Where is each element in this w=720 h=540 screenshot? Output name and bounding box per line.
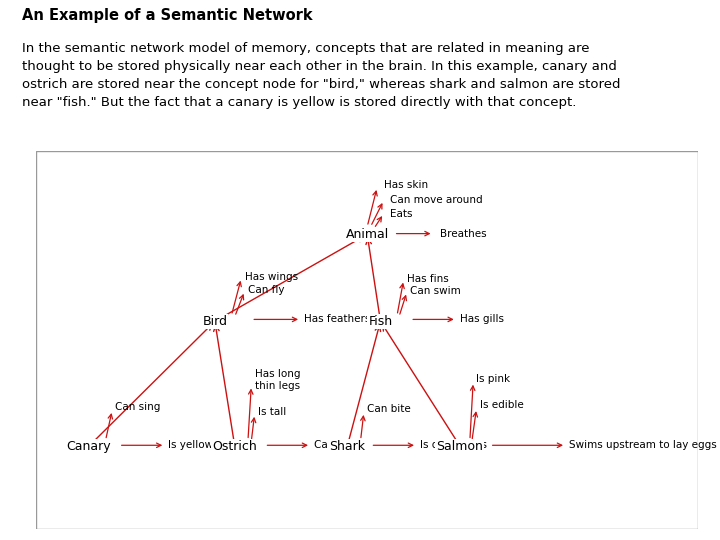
Text: Shark: Shark xyxy=(329,440,365,453)
Text: Can move around: Can move around xyxy=(390,194,483,205)
Text: Swims upstream to lay eggs: Swims upstream to lay eggs xyxy=(570,440,717,450)
Text: Shark: Shark xyxy=(329,440,365,453)
Text: Bird: Bird xyxy=(202,315,228,328)
Text: Canary: Canary xyxy=(67,440,112,453)
Text: Is tall: Is tall xyxy=(258,407,286,417)
Text: An Example of a Semantic Network: An Example of a Semantic Network xyxy=(22,8,312,23)
Text: Animal: Animal xyxy=(346,228,389,241)
Text: Has feathers: Has feathers xyxy=(305,314,371,325)
Text: Is dangerous: Is dangerous xyxy=(420,440,487,450)
Text: Fish: Fish xyxy=(369,315,392,328)
Text: Is yellow: Is yellow xyxy=(168,440,214,450)
Text: Eats: Eats xyxy=(390,208,413,219)
Text: Breathes: Breathes xyxy=(440,228,487,239)
Text: Can bite: Can bite xyxy=(367,404,411,414)
Text: Can sing: Can sing xyxy=(115,402,161,413)
Text: Ostrich: Ostrich xyxy=(212,440,257,453)
FancyBboxPatch shape xyxy=(36,151,698,529)
Text: Salmon: Salmon xyxy=(436,440,483,453)
Text: Has wings: Has wings xyxy=(245,272,298,282)
Text: Has gills: Has gills xyxy=(460,314,504,325)
Text: Is pink: Is pink xyxy=(477,374,510,384)
Text: Can fly: Can fly xyxy=(248,285,284,295)
Text: In the semantic network model of memory, concepts that are related in meaning ar: In the semantic network model of memory,… xyxy=(22,42,620,109)
Text: Has long
thin legs: Has long thin legs xyxy=(255,369,300,391)
Text: Animal: Animal xyxy=(346,228,389,241)
Text: Salmon: Salmon xyxy=(436,440,483,453)
Text: Has fins: Has fins xyxy=(407,274,449,284)
Text: Can swim: Can swim xyxy=(410,286,461,296)
Text: Can't fly: Can't fly xyxy=(314,440,358,450)
Text: Has skin: Has skin xyxy=(384,180,428,190)
Text: Bird: Bird xyxy=(202,315,228,328)
Text: Fish: Fish xyxy=(369,315,392,328)
Text: Is edible: Is edible xyxy=(480,400,523,410)
Text: Canary: Canary xyxy=(67,440,112,453)
Text: Ostrich: Ostrich xyxy=(212,440,257,453)
